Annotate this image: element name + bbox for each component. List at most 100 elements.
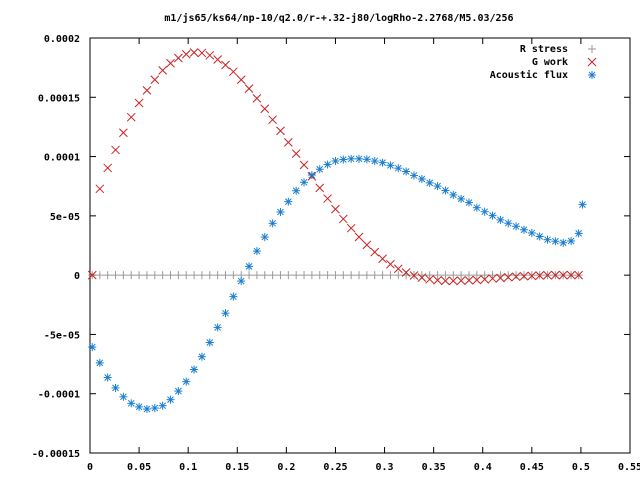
x-tick-label: 0.35 bbox=[422, 462, 446, 473]
data-point bbox=[527, 271, 537, 281]
data-point bbox=[448, 276, 458, 286]
data-point bbox=[119, 271, 128, 280]
data-point bbox=[127, 399, 136, 408]
data-point bbox=[221, 60, 230, 70]
data-point bbox=[346, 223, 356, 233]
data-point bbox=[292, 186, 301, 195]
data-point bbox=[362, 240, 372, 250]
data-point bbox=[166, 395, 175, 404]
y-tick-label: 0.0001 bbox=[44, 153, 80, 164]
data-point bbox=[559, 238, 568, 247]
data-point bbox=[551, 270, 560, 280]
data-point bbox=[401, 268, 411, 277]
data-point bbox=[339, 155, 348, 164]
chart-title: m1/js65/ks64/np-10/q2.0/r-+.32-j80/logRh… bbox=[164, 12, 513, 24]
data-point bbox=[519, 225, 528, 234]
data-point bbox=[221, 309, 230, 318]
data-point bbox=[142, 271, 151, 280]
data-point bbox=[386, 259, 395, 269]
data-point bbox=[472, 271, 481, 280]
data-point bbox=[307, 271, 316, 280]
data-point bbox=[315, 165, 324, 174]
data-point bbox=[252, 271, 261, 280]
y-tick-label: 0 bbox=[74, 271, 80, 282]
data-point bbox=[496, 273, 505, 283]
data-point bbox=[567, 236, 576, 245]
x-tick-label: 0.55 bbox=[618, 462, 640, 473]
data-point bbox=[315, 271, 324, 280]
data-point bbox=[488, 211, 497, 220]
data-point bbox=[103, 271, 112, 280]
axis-ticks: 0 0.05 0.1 0.15 0.2 0.25 0.3 0.35 0.4 0.45 0.5 0.55… bbox=[32, 34, 640, 473]
data-point bbox=[402, 167, 411, 176]
data-point bbox=[291, 149, 301, 158]
data-point bbox=[543, 235, 552, 244]
data-point bbox=[111, 271, 120, 280]
y-tick-label: 5e-05 bbox=[50, 212, 80, 223]
y-tick-label: 0.00015 bbox=[38, 93, 80, 104]
legend-marker bbox=[587, 57, 597, 67]
data-point bbox=[134, 98, 144, 108]
data-point bbox=[284, 197, 293, 206]
data-point bbox=[354, 232, 364, 242]
data-point bbox=[260, 233, 269, 242]
data-point bbox=[355, 154, 364, 163]
data-point bbox=[87, 270, 97, 280]
data-point bbox=[410, 171, 418, 180]
data-point bbox=[135, 271, 144, 280]
data-point bbox=[464, 271, 473, 280]
legend-label: R stress bbox=[520, 44, 568, 55]
data-point bbox=[221, 271, 230, 280]
data-point bbox=[150, 404, 159, 413]
y-tick-label: -0.0001 bbox=[38, 390, 80, 401]
data-point bbox=[260, 271, 269, 280]
data-point bbox=[166, 58, 175, 68]
data-point bbox=[276, 271, 285, 280]
data-point bbox=[362, 271, 371, 280]
data-point bbox=[119, 128, 128, 138]
data-point bbox=[393, 264, 403, 274]
data-point bbox=[386, 271, 395, 280]
legend-label: G work bbox=[532, 57, 568, 68]
data-point bbox=[276, 207, 285, 216]
data-point bbox=[229, 271, 238, 280]
data-point bbox=[441, 276, 450, 286]
data-point bbox=[142, 405, 151, 414]
data-point bbox=[228, 67, 238, 77]
data-point bbox=[566, 270, 576, 280]
data-point bbox=[347, 154, 356, 163]
data-point bbox=[512, 222, 521, 231]
x-tick-label: 0.25 bbox=[323, 462, 347, 473]
data-point bbox=[205, 338, 214, 347]
data-point bbox=[480, 207, 489, 216]
data-point bbox=[182, 377, 191, 386]
data-point bbox=[300, 178, 309, 187]
data-point bbox=[417, 273, 427, 282]
data-point bbox=[205, 271, 214, 280]
x-tick-label: 0.05 bbox=[127, 462, 151, 473]
data-point bbox=[205, 50, 215, 60]
data-point bbox=[237, 277, 246, 286]
data-point bbox=[135, 402, 144, 411]
data-point bbox=[331, 204, 340, 214]
data-point bbox=[456, 276, 466, 285]
data-point bbox=[190, 365, 199, 374]
data-point bbox=[504, 219, 513, 228]
data-point bbox=[449, 190, 458, 199]
y-tick-label: 0.0002 bbox=[44, 34, 80, 45]
data-point bbox=[441, 271, 450, 280]
data-point bbox=[449, 271, 458, 280]
series-g-work bbox=[87, 48, 584, 286]
data-point bbox=[88, 343, 97, 352]
data-point bbox=[236, 75, 246, 85]
x-tick-label: 0.45 bbox=[520, 462, 544, 473]
y-tick-label: -5e-05 bbox=[44, 330, 80, 341]
data-point bbox=[355, 271, 364, 280]
data-point bbox=[433, 271, 442, 280]
data-point bbox=[362, 155, 371, 164]
data-point bbox=[496, 215, 505, 224]
data-point bbox=[457, 271, 466, 280]
data-point bbox=[519, 271, 529, 281]
data-point bbox=[347, 271, 356, 280]
